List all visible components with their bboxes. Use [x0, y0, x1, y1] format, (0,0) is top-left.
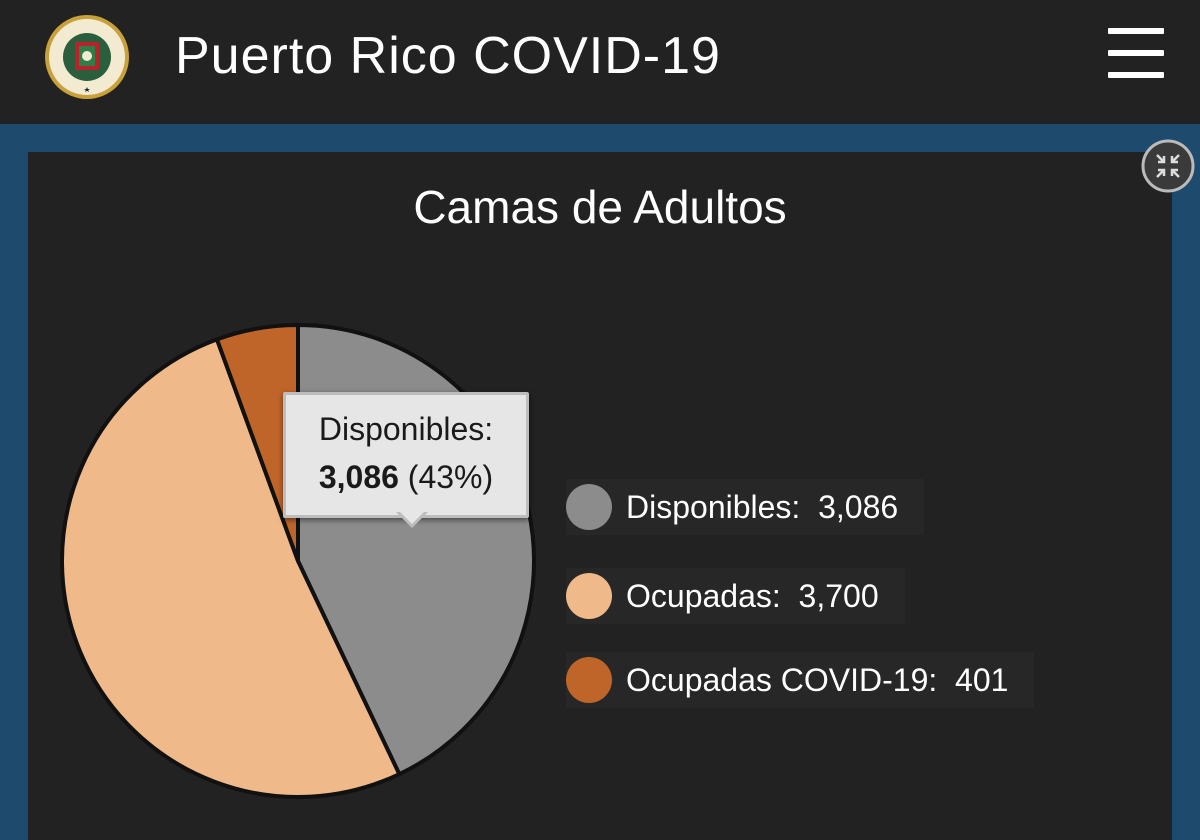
tooltip-arrow-inner	[400, 512, 424, 524]
legend-swatch	[566, 573, 612, 619]
tooltip-percent: (43%)	[407, 459, 494, 495]
hamburger-menu-icon-bar	[1108, 50, 1164, 56]
menu-button[interactable]	[1108, 28, 1164, 80]
legend-item[interactable]: Disponibles: 3,086	[566, 479, 925, 535]
legend-item[interactable]: Ocupadas: 3,700	[566, 568, 905, 624]
chart-title: Camas de Adultos	[413, 181, 787, 233]
collapse-icon[interactable]	[1141, 139, 1195, 193]
legend-item[interactable]: Ocupadas COVID-19: 401	[566, 652, 1035, 708]
tooltip-label: Disponibles:	[318, 411, 494, 447]
app-header: Puerto Rico COVID-19	[0, 0, 1200, 124]
tooltip-value-line: 3,086 (43%)	[286, 459, 526, 496]
app-title: Puerto Rico COVID-19	[175, 27, 721, 85]
legend-label: Ocupadas COVID-19: 401	[626, 661, 1009, 698]
hamburger-menu-icon	[1108, 28, 1164, 34]
legend-label: Disponibles: 3,086	[626, 488, 899, 525]
chart-tooltip: Disponibles: 3,086 (43%)	[283, 392, 529, 518]
hamburger-menu-icon-bar	[1108, 72, 1164, 78]
legend-label: Ocupadas: 3,700	[626, 577, 879, 614]
legend-swatch	[566, 657, 612, 703]
tooltip-value: 3,086	[318, 459, 399, 495]
legend-swatch	[566, 484, 612, 530]
puerto-rico-seal-icon	[45, 15, 129, 99]
